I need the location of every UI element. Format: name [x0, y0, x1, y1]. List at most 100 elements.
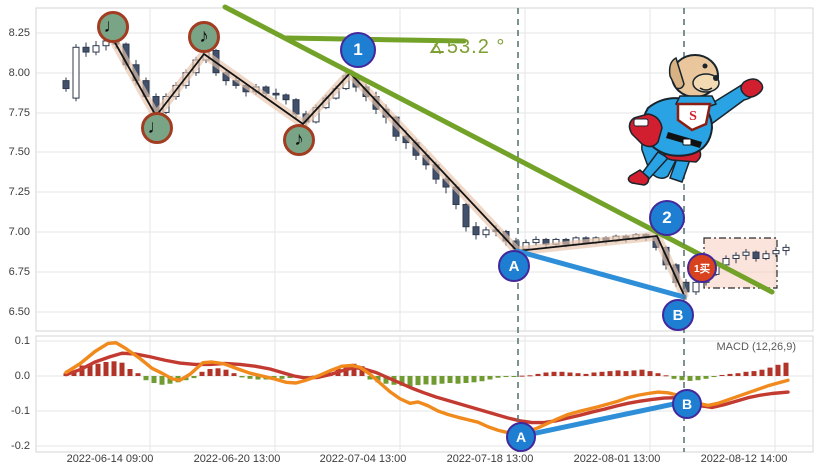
- macd-histogram-bar: [479, 376, 485, 382]
- macd-histogram-bar: [623, 371, 629, 376]
- macd-histogram-bar: [231, 373, 237, 376]
- candle-body: [732, 254, 740, 259]
- angle-annotation[interactable]: ∡53.2 °: [428, 36, 506, 58]
- macd-histogram-bar: [191, 376, 197, 379]
- macd-histogram-bar: [639, 369, 645, 376]
- candle-body: [282, 94, 290, 101]
- macd-tick-label: 0.1: [14, 335, 30, 347]
- zigzag-line[interactable]: [112, 38, 685, 296]
- macd-histogram-bar: [119, 362, 125, 376]
- point-marker-B-macd[interactable]: B: [672, 389, 702, 419]
- macd-histogram-bar: [399, 376, 405, 386]
- macd-histogram-bar: [415, 376, 421, 386]
- macd-histogram-bar: [655, 373, 661, 376]
- macd-histogram-bar: [287, 376, 293, 379]
- macd-histogram-bar: [711, 376, 717, 378]
- macd-histogram-bar: [495, 376, 501, 378]
- point-marker-B-main[interactable]: B: [662, 299, 694, 331]
- price-tick-label: 7.00: [8, 226, 30, 238]
- candle-body: [92, 45, 100, 53]
- time-tick-label: 2022-06-20 13:00: [193, 453, 281, 465]
- macd-histogram-bar: [367, 376, 373, 380]
- price-tick-label: 6.50: [8, 306, 30, 318]
- macd-histogram-bar: [111, 361, 117, 376]
- candle-body: [532, 238, 540, 244]
- macd-histogram-bar: [151, 376, 157, 383]
- buy-signal-marker[interactable]: 1买: [687, 253, 717, 283]
- macd-histogram-bar: [199, 371, 205, 376]
- macd-histogram-bar: [503, 376, 509, 378]
- candle-body: [472, 226, 480, 236]
- candle-body: [772, 250, 780, 255]
- macd-histogram-bar: [543, 372, 549, 376]
- trend-line-diagonal[interactable]: [222, 4, 775, 295]
- wave-marker-2[interactable]: 2: [649, 200, 685, 236]
- macd-histogram-bar: [79, 365, 85, 376]
- macd-histogram-bar: [607, 371, 613, 376]
- macd-histogram-bar: [551, 371, 557, 376]
- macd-histogram-bar: [631, 370, 637, 376]
- macd-histogram-bar: [695, 376, 701, 381]
- macd-histogram-bar: [471, 376, 477, 383]
- macd-histogram-bar: [591, 372, 597, 376]
- macd-histogram-bar: [207, 369, 213, 376]
- macd-histogram-bar: [679, 376, 685, 381]
- macd-tick-label: 0.0: [14, 370, 30, 382]
- macd-histogram-bar: [215, 368, 221, 376]
- macd-histogram-bar: [663, 375, 669, 377]
- panel-border: [35, 7, 814, 332]
- music-note-marker-4[interactable]: ♪: [283, 124, 315, 156]
- svg-text:S: S: [689, 109, 697, 124]
- price-tick-label: 7.50: [8, 146, 30, 158]
- macd-histogram-bar: [351, 363, 357, 376]
- macd-histogram-bar: [767, 367, 773, 376]
- panel-border: [35, 335, 814, 453]
- price-tick-label: 6.75: [8, 266, 30, 278]
- candle-body: [482, 229, 490, 236]
- candle-body: [72, 46, 80, 99]
- macd-histogram-bar: [431, 376, 437, 385]
- macd-tick-label: -0.2: [11, 440, 30, 452]
- macd-histogram-bar: [743, 371, 749, 376]
- ab-line-macd[interactable]: [518, 398, 690, 439]
- time-tick-label: 2022-08-01 13:00: [573, 453, 661, 465]
- superhero-dog-image: S: [627, 54, 764, 186]
- candle-body: [292, 99, 300, 115]
- macd-histogram-bar: [255, 376, 261, 380]
- macd-histogram-bar: [559, 371, 565, 376]
- time-tick-label: 2022-07-18 13:00: [446, 453, 534, 465]
- macd-histogram-bar: [87, 364, 93, 376]
- macd-histogram-bar: [719, 374, 725, 376]
- price-tick-label: 7.25: [8, 186, 30, 198]
- macd-histogram-bar: [703, 376, 709, 379]
- ab-line-main[interactable]: [514, 248, 687, 300]
- macd-histogram-bar: [159, 376, 165, 385]
- point-marker-A-macd[interactable]: A: [506, 422, 536, 452]
- candle-body: [722, 257, 730, 266]
- macd-histogram-bar: [535, 373, 541, 376]
- time-tick-label: 2022-06-14 09:00: [66, 453, 154, 465]
- macd-histogram-bar: [647, 371, 653, 376]
- macd-histogram-bar: [455, 376, 461, 384]
- music-note-marker-1[interactable]: ♩: [97, 11, 129, 43]
- price-tick-label: 7.75: [8, 107, 30, 119]
- macd-histogram-bar: [687, 376, 693, 381]
- music-note-marker-2[interactable]: ♩: [141, 112, 173, 144]
- point-marker-A-main[interactable]: A: [498, 250, 530, 282]
- wave-marker-1[interactable]: 1: [340, 32, 376, 68]
- trend-line-horizontal[interactable]: [283, 35, 467, 44]
- time-tick-label: 2022-07-04 13:00: [319, 453, 407, 465]
- candle-body: [692, 281, 700, 293]
- macd-histogram-bar: [783, 362, 789, 376]
- macd-histogram-bar: [95, 363, 101, 376]
- macd-histogram-bar: [463, 376, 469, 383]
- candle-body: [462, 204, 470, 228]
- macd-histogram-bar: [223, 369, 229, 376]
- macd-tick-label: -0.1: [11, 405, 30, 417]
- zigzag-glow: [108, 34, 689, 300]
- music-note-marker-3[interactable]: ♪: [188, 21, 220, 53]
- macd-histogram-bar: [439, 376, 445, 384]
- macd-histogram-bar: [527, 375, 533, 377]
- macd-histogram-bar: [127, 369, 133, 376]
